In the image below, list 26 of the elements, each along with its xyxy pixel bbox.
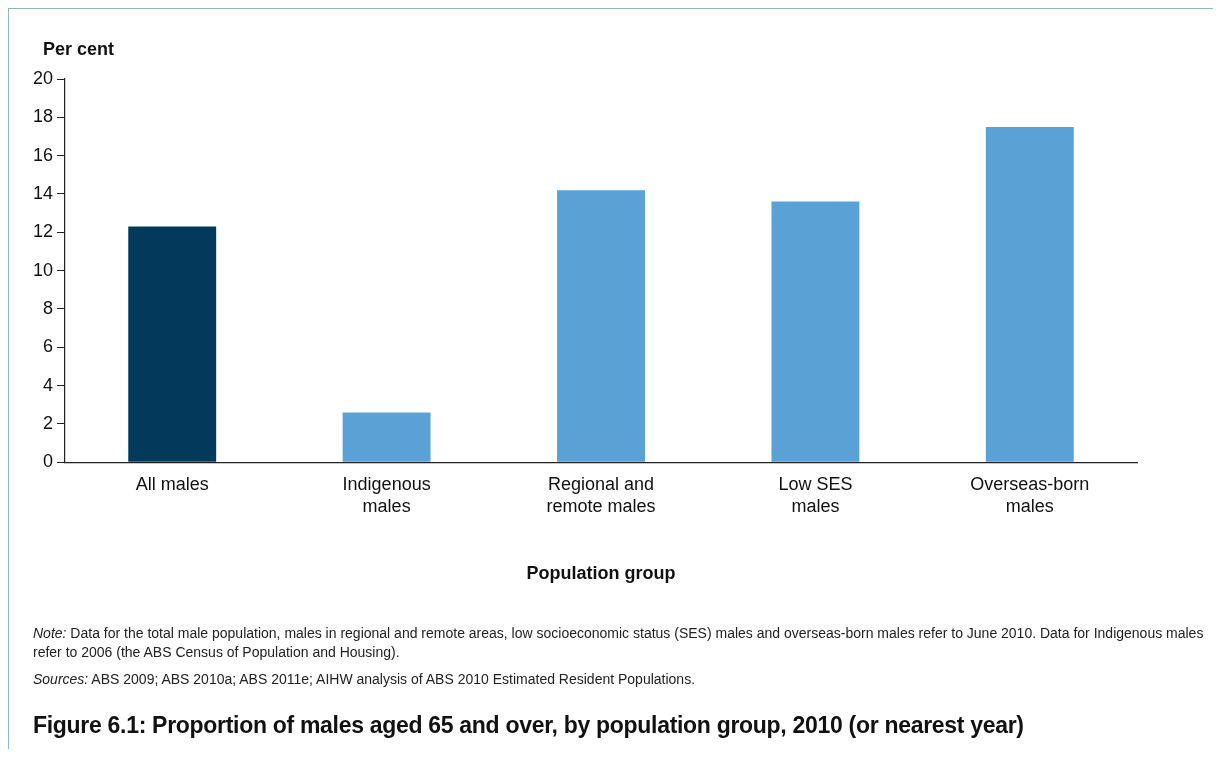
source-note: Sources: ABS 2009; ABS 2010a; ABS 2011e; AIHW analysis of ABS 2010 Estimated Resident Populations. bbox=[33, 670, 697, 689]
y-tick-label: 14 bbox=[32, 182, 54, 203]
y-tick-label: 12 bbox=[32, 221, 54, 242]
y-tick-label: 0 bbox=[43, 451, 54, 472]
y-tick-label: 8 bbox=[43, 297, 54, 318]
y-tick-label: 18 bbox=[32, 106, 54, 127]
y-axis-title: Per cent bbox=[43, 39, 115, 59]
x-tick-label: All males bbox=[135, 473, 209, 494]
y-tick-label: 20 bbox=[32, 67, 54, 88]
bar bbox=[557, 190, 645, 462]
y-tick-label: 4 bbox=[43, 374, 54, 395]
y-tick-label: 16 bbox=[32, 144, 54, 165]
bar bbox=[985, 126, 1074, 462]
x-tick-label: Overseas-born males bbox=[970, 473, 1090, 516]
text: Figure 6.1: Proportion of males aged 65 and over, by population group, 2010 (or nearest year) bbox=[33, 712, 1024, 739]
y-tick-label: 10 bbox=[32, 259, 54, 280]
bar bbox=[128, 226, 217, 462]
x-tick-label: Indigenous males bbox=[342, 473, 431, 516]
y-tick-label: 6 bbox=[43, 336, 54, 357]
y-tick-label: 2 bbox=[43, 412, 54, 433]
text: Note: Data for the total male population, males in regional and remote areas, low socioeconomic status (SES) males and overseas-born males refer to June 2010. Data for Indigenous males refer to 2006 (the ABS Census of Population and Housing). bbox=[33, 624, 1205, 662]
x-tick-label: Regional and remote males bbox=[546, 473, 656, 516]
bar bbox=[342, 412, 431, 462]
bar bbox=[771, 201, 860, 462]
x-tick-label: Low SES males bbox=[778, 473, 853, 516]
x-axis-title: Population group bbox=[526, 563, 676, 584]
